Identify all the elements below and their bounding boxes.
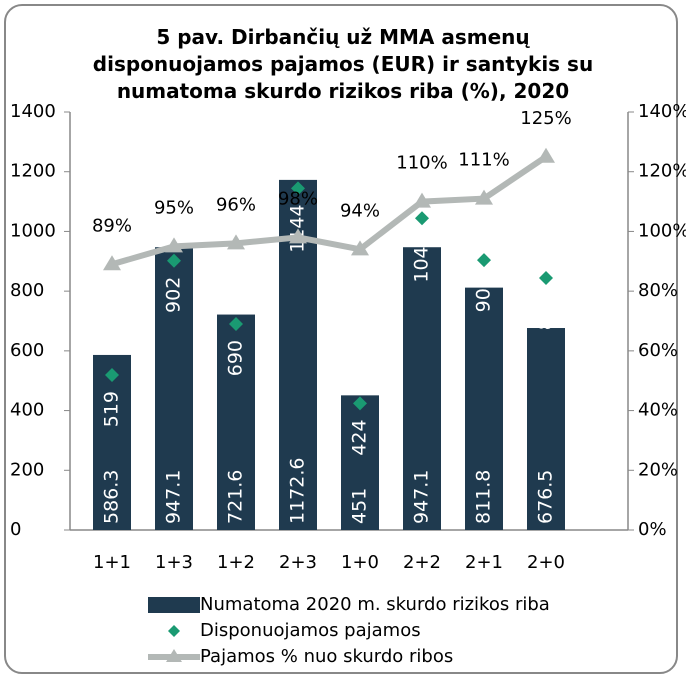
point	[539, 271, 553, 286]
bar	[217, 314, 255, 530]
line-marker	[227, 234, 245, 250]
line-value-label: 110%	[396, 153, 447, 174]
bar	[155, 247, 193, 530]
bar-value-label: 947.1	[411, 470, 433, 524]
point	[477, 253, 491, 268]
legend-label: Pajamos % nuo skurdo ribos	[200, 646, 453, 666]
x-tick-label: 2+2	[403, 552, 441, 573]
point-value-label: 1044	[411, 234, 433, 282]
point	[105, 368, 119, 383]
point-value-label: 1144	[287, 204, 309, 252]
bar	[465, 287, 503, 530]
y2-tick-label: 80%	[638, 280, 678, 301]
x-tick-label: 1+3	[155, 552, 193, 573]
line-marker	[475, 189, 493, 205]
line-value-label: 111%	[458, 150, 509, 171]
y2-tick-label: 120%	[638, 161, 686, 182]
x-tick-label: 2+0	[527, 552, 565, 573]
y2-tick-label: 40%	[638, 400, 678, 421]
y-tick-label: 400	[10, 400, 44, 421]
legend-swatch	[148, 597, 200, 613]
line-value-label: 96%	[216, 194, 256, 215]
y-tick-label: 200	[10, 459, 44, 480]
point-value-label: 519	[101, 391, 123, 427]
point-value-label: 844	[535, 294, 557, 330]
x-tick-label: 2+1	[465, 552, 503, 573]
legend-swatch	[168, 625, 180, 637]
y2-tick-label: 100%	[638, 220, 686, 241]
legend-label: Numatoma 2020 m. skurdo rizikos riba	[200, 594, 550, 615]
line-value-label: 125%	[520, 108, 571, 129]
legend-swatch	[166, 649, 182, 662]
legend-label: Disponuojamos pajamos	[200, 620, 421, 641]
point-value-label: 902	[163, 277, 185, 313]
y2-tick-label: 140%	[638, 101, 686, 122]
point	[291, 181, 305, 196]
line-marker	[537, 147, 555, 163]
bar	[527, 328, 565, 530]
point-value-label: 424	[349, 419, 371, 455]
y-tick-label: 0	[10, 519, 21, 540]
y-tick-label: 1200	[10, 161, 56, 182]
chart-title: 5 pav. Dirbančių už MMA asmenų disponuoj…	[92, 25, 594, 103]
y-tick-label: 1400	[10, 101, 56, 122]
point	[167, 253, 181, 268]
line-value-label: 89%	[92, 215, 132, 236]
line-marker	[165, 237, 183, 253]
x-tick-label: 1+2	[217, 552, 255, 573]
line-value-label: 98%	[278, 188, 318, 209]
bar-value-label: 947.1	[163, 470, 185, 524]
bar	[341, 395, 379, 530]
y-tick-label: 800	[10, 280, 44, 301]
line-marker	[413, 192, 431, 208]
point	[229, 316, 243, 331]
bar-value-label: 721.6	[225, 470, 247, 524]
point-value-label: 690	[225, 340, 247, 376]
bar-value-label: 811.8	[473, 470, 495, 524]
y2-tick-label: 60%	[638, 340, 678, 361]
line-marker	[351, 240, 369, 256]
line-marker	[103, 255, 121, 271]
line	[111, 154, 548, 268]
bar-value-label: 676.5	[535, 470, 557, 524]
x-tick-label: 1+0	[341, 552, 379, 573]
bar-value-label: 586.3	[101, 470, 123, 524]
line-value-label: 94%	[340, 200, 380, 221]
bar	[403, 247, 441, 530]
bar	[93, 354, 131, 530]
bar-value-label: 451	[349, 488, 371, 524]
bar-value-label: 1172.6	[287, 458, 309, 524]
line-marker	[289, 228, 307, 244]
y2-tick-label: 0%	[638, 519, 667, 540]
x-tick-label: 1+1	[93, 552, 131, 573]
x-tick-label: 2+3	[279, 552, 317, 573]
y-tick-label: 600	[10, 340, 44, 361]
y2-tick-label: 20%	[638, 459, 678, 480]
point-value-label: 904	[473, 276, 495, 312]
point	[353, 396, 367, 411]
line-value-label: 95%	[154, 197, 194, 218]
point	[415, 211, 429, 226]
y-tick-label: 1000	[10, 220, 56, 241]
